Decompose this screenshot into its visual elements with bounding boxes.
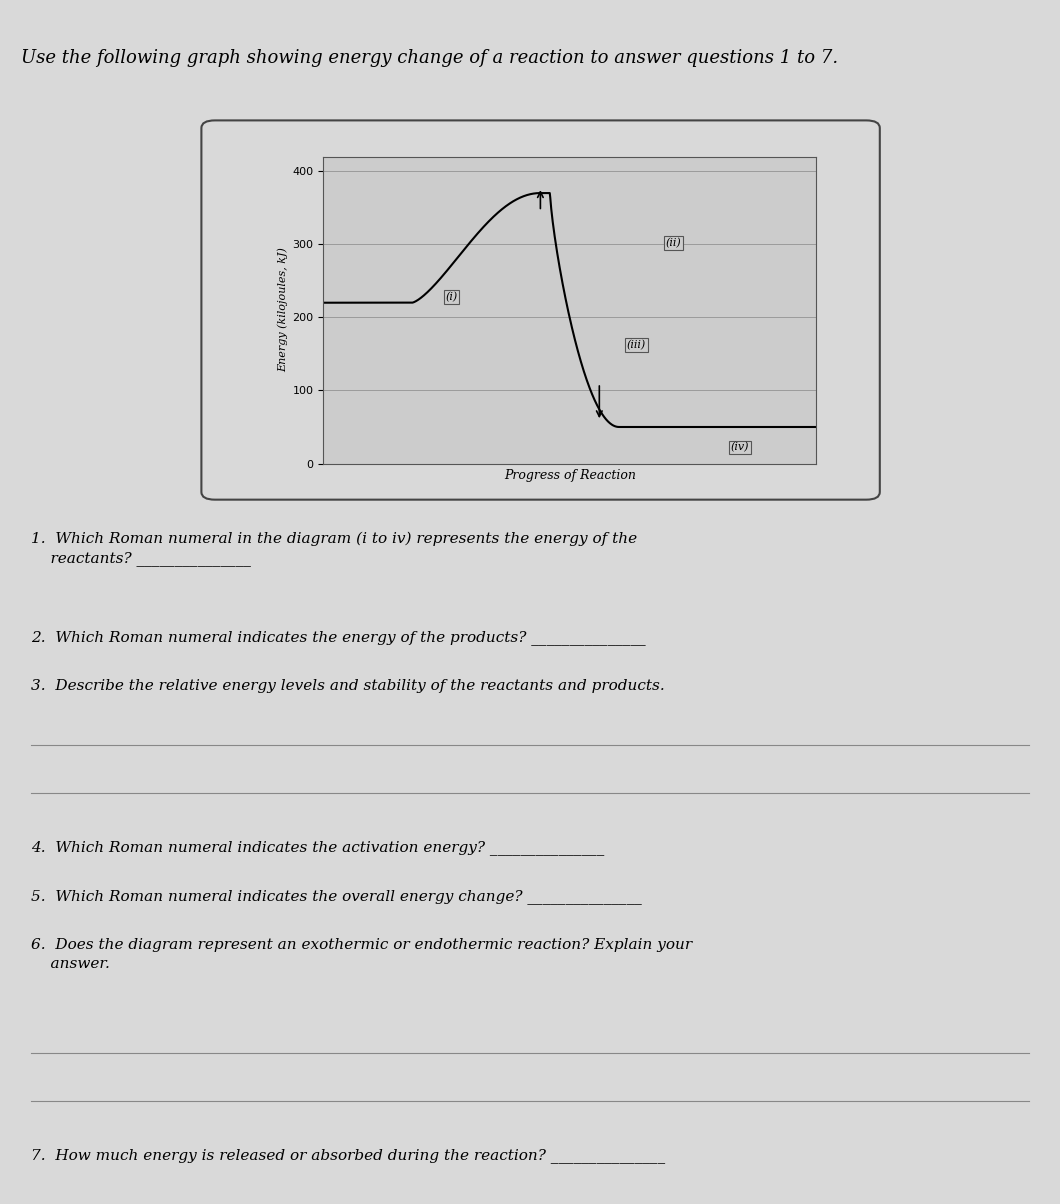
Text: Use the following graph showing energy change of a reaction to answer questions : Use the following graph showing energy c… [21, 49, 838, 67]
Text: (i): (i) [445, 291, 458, 302]
Text: 2.  Which Roman numeral indicates the energy of the products? _______________: 2. Which Roman numeral indicates the ene… [32, 630, 646, 645]
Text: (ii): (ii) [666, 237, 682, 248]
Text: 7.  How much energy is released or absorbed during the reaction? _______________: 7. How much energy is released or absorb… [32, 1149, 666, 1163]
Text: 3.  Describe the relative energy levels and stability of the reactants and produ: 3. Describe the relative energy levels a… [32, 679, 665, 694]
Y-axis label: Energy (kilojoules, kJ): Energy (kilojoules, kJ) [278, 248, 288, 372]
Text: (iii): (iii) [626, 340, 646, 350]
Text: 4.  Which Roman numeral indicates the activation energy? _______________: 4. Which Roman numeral indicates the act… [32, 840, 604, 855]
Text: 1.  Which Roman numeral in the diagram (i to iv) represents the energy of the
  : 1. Which Roman numeral in the diagram (i… [32, 532, 637, 566]
Text: (iv): (iv) [730, 442, 749, 453]
Text: 5.  Which Roman numeral indicates the overall energy change? _______________: 5. Which Roman numeral indicates the ove… [32, 890, 642, 904]
X-axis label: Progress of Reaction: Progress of Reaction [504, 470, 636, 482]
Text: 6.  Does the diagram represent an exothermic or endothermic reaction? Explain yo: 6. Does the diagram represent an exother… [32, 938, 692, 970]
FancyBboxPatch shape [201, 120, 880, 500]
